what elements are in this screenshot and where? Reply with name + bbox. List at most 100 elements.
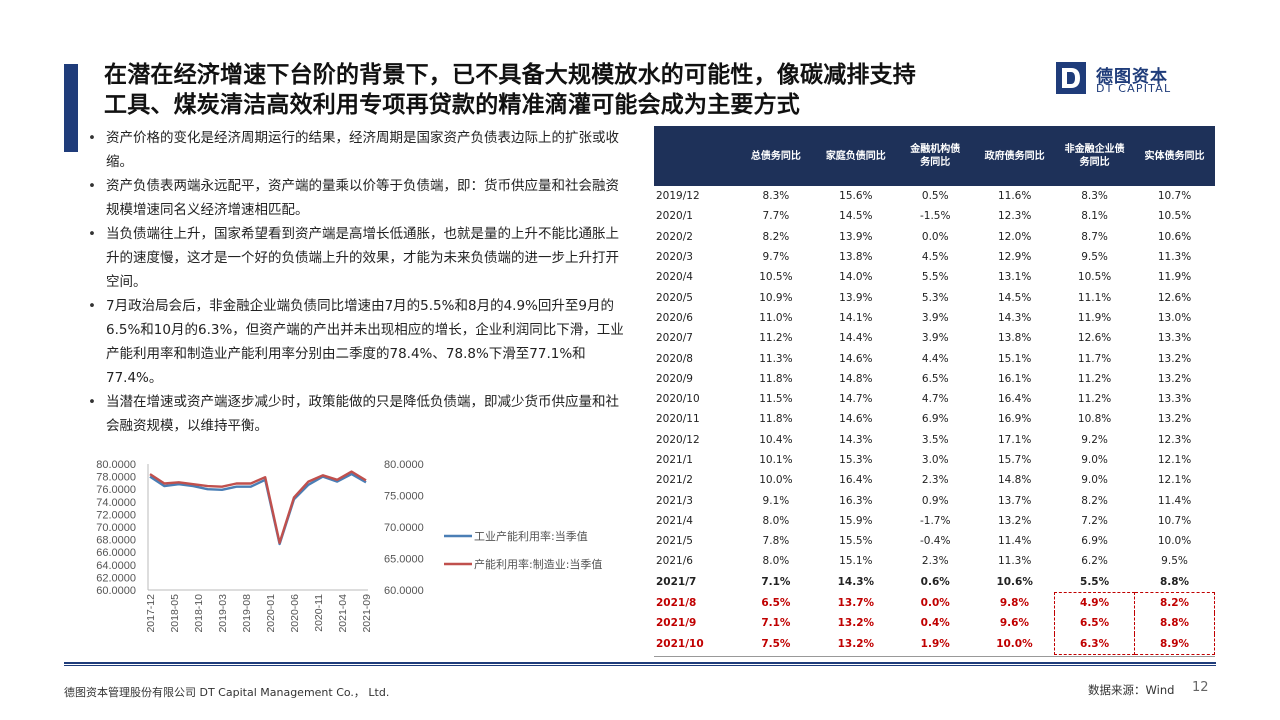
- table-cell: 2020/11: [656, 413, 700, 426]
- table-cell: 13.7%: [997, 494, 1032, 507]
- table-cell: 14.6%: [839, 413, 873, 426]
- chart-x-tick-label: 2020-11: [313, 594, 325, 632]
- chart-x-tick-label: 2021-04: [337, 594, 349, 633]
- chart-x-tick-label: 2019-08: [241, 594, 253, 633]
- chart-legend-label: 产能利用率:制造业:当季值: [474, 557, 602, 571]
- table-cell: 0.6%: [920, 576, 950, 589]
- table-header-cell: 家庭负债同比: [815, 126, 896, 186]
- table-cell: 11.9%: [1157, 271, 1192, 284]
- table-row: 2020/3 9.7% 13.8% 4.5% 12.9% 9.5% 11.3%: [654, 247, 1215, 267]
- table-cell: 10.6%: [1157, 230, 1192, 243]
- table-cell: 11.3%: [997, 555, 1032, 568]
- table-cell: 5.3%: [921, 291, 949, 304]
- table-cell: 2021/6: [656, 555, 693, 568]
- table-row: 2021/8 6.5% 13.7% 0.0% 9.8% 4.9% 8.2%: [654, 591, 1215, 614]
- chart-x-tick-label: 2018-05: [169, 594, 181, 633]
- table-row: 2021/3 9.1% 16.3% 0.9% 13.7% 8.2% 11.4%: [654, 490, 1215, 510]
- table-cell: 10.1%: [759, 454, 793, 466]
- chart-left-tick-label: 78.0000: [96, 472, 136, 484]
- table-cell: 7.1%: [761, 576, 791, 589]
- table-row: 2020/1 7.7% 14.5% -1.5% 12.3% 8.1% 10.5%: [654, 206, 1215, 226]
- table-row: 2019/12 8.3% 15.6% 0.5% 11.6% 8.3% 10.7%: [654, 186, 1215, 206]
- table-cell: 3.5%: [921, 433, 949, 446]
- dt-logo-icon: [1056, 62, 1086, 94]
- debt-growth-table-container: 总债务同比 家庭负债同比 金融机构债务同比 政府债务同比 非金融企业债务同比 实…: [654, 126, 1215, 657]
- chart-left-tick-label: 60.0000: [96, 585, 136, 597]
- chart-series-line-1: [149, 472, 367, 546]
- table-cell: 15.1%: [997, 352, 1032, 365]
- table-cell: 2021/8: [656, 596, 697, 609]
- table-cell: 16.1%: [997, 372, 1032, 385]
- table-cell: 11.2%: [1077, 393, 1112, 406]
- table-cell: 10.7%: [1157, 190, 1192, 203]
- table-cell: 2021/7: [656, 576, 697, 589]
- table-cell: -0.4%: [920, 535, 951, 548]
- bullet-item: 当潜在增速或资产端逐步减少时，政策能做的只是降低负债端，即减少货币供应量和社会融…: [86, 390, 626, 438]
- table-cell: 14.0%: [839, 271, 873, 284]
- table-row: 2020/7 11.2% 14.4% 3.9% 13.8% 12.6% 13.3%: [654, 328, 1215, 348]
- table-row: 2020/10 11.5% 14.7% 4.7% 16.4% 11.2% 13.3%: [654, 389, 1215, 409]
- table-cell: 2020/3: [656, 251, 693, 264]
- table-header-cell: [654, 126, 736, 186]
- table-cell: 1.9%: [920, 637, 950, 650]
- table-cell: 16.4%: [997, 393, 1032, 406]
- table-cell: 10.8%: [1077, 413, 1112, 426]
- table-cell: 14.8%: [997, 474, 1032, 487]
- table-cell: 2020/4: [656, 271, 693, 284]
- table-cell: 6.3%: [1054, 633, 1136, 655]
- table-cell: 14.3%: [839, 433, 873, 446]
- table-row: 2021/4 8.0% 15.9% -1.7% 13.2% 7.2% 10.7%: [654, 511, 1215, 531]
- table-cell: 9.5%: [1161, 555, 1188, 568]
- table-cell: 10.5%: [1157, 210, 1192, 223]
- table-cell: 10.0%: [759, 474, 793, 487]
- chart-legend-label: 工业产能利用率:当季值: [474, 529, 588, 543]
- table-cell: 3.9%: [921, 311, 949, 324]
- table-cell: 2020/8: [656, 352, 693, 365]
- table-cell: 6.9%: [1081, 535, 1108, 548]
- table-cell: 11.8%: [759, 413, 793, 426]
- table-cell: 9.1%: [762, 494, 790, 507]
- table-cell: 10.0%: [996, 637, 1033, 650]
- table-cell: 5.5%: [1080, 575, 1110, 588]
- footer-company: 德图资本管理股份有限公司 DT Capital Management Co.， …: [64, 686, 390, 699]
- table-cell: -1.7%: [920, 514, 951, 527]
- table-cell: 10.7%: [1157, 514, 1192, 527]
- table-cell: 13.2%: [1157, 413, 1192, 426]
- table-header-cell: 非金融企业债务同比: [1054, 126, 1135, 186]
- table-cell: 16.9%: [997, 413, 1032, 426]
- data-source: 数据来源：Wind: [1088, 683, 1175, 697]
- table-cell: 14.5%: [997, 291, 1032, 304]
- table-cell: 10.4%: [759, 433, 793, 446]
- table-cell: 15.3%: [839, 454, 873, 466]
- chart-series-line-2: [149, 470, 367, 545]
- bullet-item: 资产价格的变化是经济周期运行的结果，经济周期是国家资产负债表边际上的扩张或收缩。: [86, 126, 626, 174]
- table-cell: 15.1%: [839, 555, 873, 568]
- table-cell: 13.9%: [839, 230, 873, 243]
- table-cell: 0.5%: [921, 190, 949, 203]
- chart-left-tick-label: 64.0000: [96, 560, 136, 572]
- table-cell: 14.1%: [839, 311, 873, 324]
- table-cell: 2020/5: [656, 291, 693, 304]
- title-accent-bar: [64, 64, 78, 152]
- table-row: 2021/2 10.0% 16.4% 2.3% 14.8% 9.0% 12.1%: [654, 470, 1215, 490]
- chart-x-tick-label: 2018-10: [193, 594, 205, 633]
- table-cell: 11.3%: [1157, 251, 1192, 264]
- table-cell: 8.8%: [1134, 613, 1215, 634]
- table-cell: 6.5%: [1054, 613, 1136, 634]
- slide-title-line2: 工具、煤炭清洁高效利用专项再贷款的精准滴灌可能会成为主要方式: [104, 92, 800, 118]
- table-cell: 11.4%: [1157, 494, 1192, 507]
- bullet-list: 资产价格的变化是经济周期运行的结果，经济周期是国家资产负债表边际上的扩张或收缩。…: [86, 126, 626, 438]
- table-cell: 6.5%: [921, 372, 949, 385]
- table-cell: 11.7%: [1077, 352, 1112, 365]
- table-cell: 11.2%: [1077, 372, 1112, 385]
- table-cell: 11.3%: [759, 352, 793, 365]
- table-cell: 7.5%: [761, 637, 791, 650]
- table-cell: 2021/1: [656, 454, 693, 466]
- table-cell: 12.3%: [997, 210, 1032, 223]
- table-cell: 13.2%: [997, 514, 1032, 527]
- table-cell: 11.0%: [759, 311, 793, 324]
- table-cell: 11.9%: [1077, 311, 1112, 324]
- table-cell: 2020/9: [656, 372, 693, 385]
- table-cell: 12.6%: [1077, 332, 1112, 345]
- chart-right-tick-label: 60.0000: [384, 585, 424, 597]
